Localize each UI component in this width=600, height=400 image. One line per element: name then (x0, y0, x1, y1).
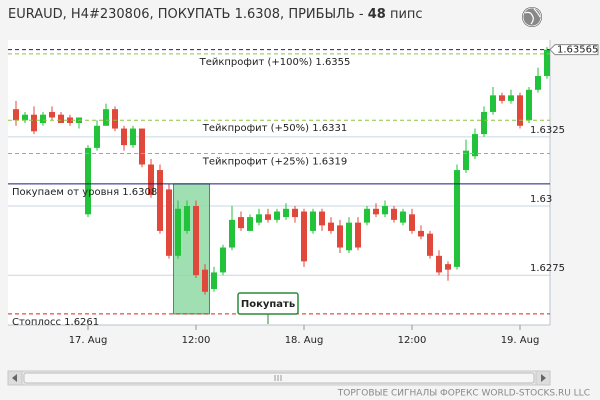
candle-body (94, 125, 100, 148)
candle-body (391, 208, 397, 220)
scrollbar[interactable] (7, 370, 551, 386)
candle-body (166, 189, 172, 256)
candle-body (526, 89, 532, 121)
chart-title: EURAUD, H4#230806, ПОКУПАТЬ 1.6308, ПРИБ… (8, 7, 423, 22)
y-tick-label: 1.6275 (530, 263, 565, 274)
title-text: EURAUD, H4#230806, ПОКУПАТЬ 1.6308, ПРИБ… (8, 7, 364, 22)
y-tick-label: 1.6325 (530, 125, 565, 136)
candle-body (508, 95, 514, 101)
candle-body (544, 49, 550, 76)
candle-body (301, 211, 307, 262)
candle-body (319, 211, 325, 226)
candle-body (130, 128, 136, 146)
candle-body (364, 208, 370, 223)
candle-body (481, 111, 487, 135)
candle-body (49, 111, 55, 118)
x-tick-label: 17. Aug (69, 335, 108, 346)
footer: ТОРГОВЫЕ СИГНАЛЫ ФОРЕКС WORLD-STOCKS.RU … (337, 389, 590, 399)
candle-body (292, 208, 298, 218)
candle-body (13, 109, 19, 121)
candle-body (103, 109, 109, 126)
candle-body (175, 208, 181, 256)
candle-body (490, 95, 496, 112)
candle-body (274, 211, 280, 220)
candle-body (400, 211, 406, 223)
candle-body (310, 211, 316, 231)
candle-body (112, 109, 118, 129)
last-price-marker (549, 44, 599, 56)
candle-body (211, 272, 217, 290)
candle-body (256, 214, 262, 223)
candle-body (85, 147, 91, 215)
globe-icon[interactable] (522, 7, 542, 27)
candle-body (418, 230, 424, 237)
candle-body (184, 206, 190, 231)
candle-body (454, 170, 460, 267)
candle-body (40, 114, 46, 124)
level-label: Тейкпрофит (+100%) 1.6355 (199, 57, 351, 68)
candle-body (283, 208, 289, 218)
title-unit: пипс (390, 7, 423, 22)
candle-body (535, 75, 541, 90)
candle-body (445, 264, 451, 270)
candle-body (67, 117, 73, 124)
candle-body (148, 164, 154, 195)
y-tick-label: 1.63 (530, 194, 552, 205)
candle-body (382, 206, 388, 215)
level-label: Стоплосс 1.6261 (12, 317, 99, 328)
candle-body (139, 128, 145, 165)
candle-body (22, 114, 28, 121)
x-tick-label: 12:00 (182, 335, 211, 346)
last-price-label: 1.63565 (557, 45, 598, 56)
candle-body (238, 217, 244, 229)
x-tick-label: 12:00 (398, 335, 427, 346)
x-tick-label: 18. Aug (285, 335, 324, 346)
level-label: Тейкпрофит (+25%) 1.6319 (202, 156, 347, 167)
candle-body (472, 134, 478, 157)
candle-body (463, 150, 469, 171)
candle-body (409, 214, 415, 231)
candle-body (157, 170, 163, 231)
buy-button-label[interactable]: Покупать (241, 299, 295, 310)
candle-body (337, 225, 343, 248)
candle-body (265, 214, 271, 220)
candle-body (193, 206, 199, 276)
candle-body (229, 219, 235, 248)
candle-body (346, 222, 352, 251)
candle-body (121, 128, 127, 146)
candle-body (58, 114, 64, 124)
candle-body (220, 247, 226, 273)
candle-body (247, 217, 253, 231)
candle-body (202, 269, 208, 292)
level-label: Тейкпрофит (+50%) 1.6331 (202, 123, 347, 134)
candle-body (31, 114, 37, 132)
buy-button[interactable] (237, 292, 299, 315)
candle-body (373, 208, 379, 215)
level-label: Покупаем от уровня 1.6308 (12, 187, 157, 198)
candle-body (355, 222, 361, 248)
candle-body (436, 255, 442, 273)
candle-body (328, 222, 334, 231)
candle-body (517, 95, 523, 126)
x-tick-label: 19. Aug (501, 335, 540, 346)
candle-body (499, 95, 505, 101)
title-profit: 48 (368, 7, 386, 22)
candle-body (427, 233, 433, 256)
